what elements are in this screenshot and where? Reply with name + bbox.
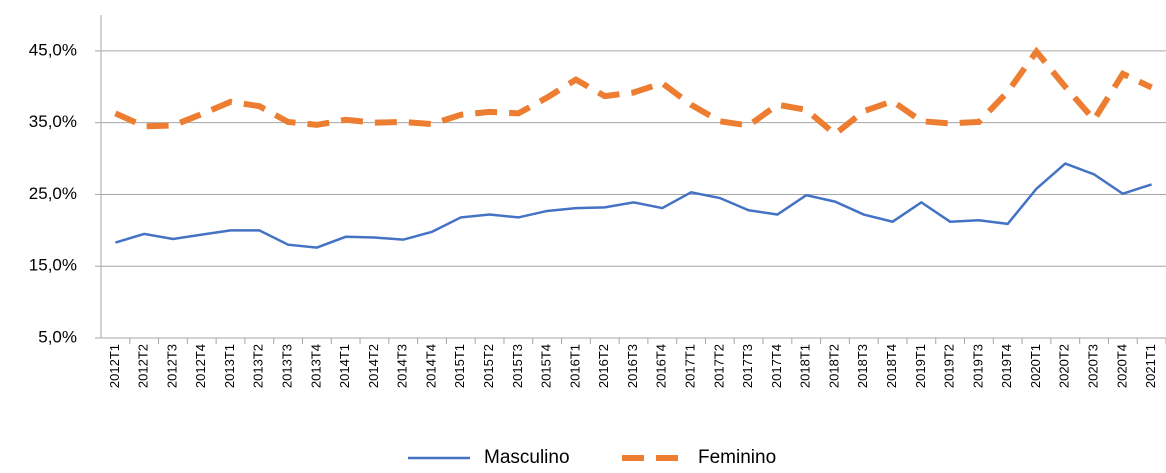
- y-tick-label: 25,0%: [29, 184, 77, 203]
- x-tick-label: 2014T4: [423, 344, 438, 388]
- y-tick-label: 45,0%: [29, 40, 77, 59]
- x-tick-label: 2018T2: [826, 344, 841, 388]
- x-tick-label: 2016T1: [567, 344, 582, 388]
- x-tick-label: 2018T1: [798, 344, 813, 388]
- x-tick-label: 2020T3: [1085, 344, 1100, 388]
- series-line: [114, 46, 1153, 139]
- x-tick-label: 2012T3: [164, 344, 179, 388]
- x-tick-label: 2017T4: [769, 344, 784, 388]
- legend-label: Feminino: [698, 447, 776, 468]
- x-tick-label: 2012T2: [136, 344, 151, 388]
- x-tick-label: 2012T4: [193, 344, 208, 388]
- x-tick-label: 2015T2: [481, 344, 496, 388]
- series-line: [115, 162, 1152, 249]
- x-tick-label: 2018T3: [855, 344, 870, 388]
- x-tick-label: 2013T1: [222, 344, 237, 388]
- y-tick-label: 35,0%: [29, 112, 77, 131]
- x-tick-label: 2018T4: [884, 344, 899, 388]
- x-tick-label: 2017T1: [683, 344, 698, 388]
- y-tick-label: 15,0%: [29, 256, 77, 275]
- legend-label: Masculino: [484, 447, 570, 468]
- y-tick-label: 5,0%: [38, 327, 77, 346]
- x-tick-label: 2020T2: [1057, 344, 1072, 388]
- x-tick-label: 2013T3: [280, 344, 295, 388]
- x-tick-label: 2019T3: [970, 344, 985, 388]
- x-tick-label: 2019T1: [913, 344, 928, 388]
- x-tick-label: 2017T2: [711, 344, 726, 388]
- x-tick-label: 2015T4: [539, 344, 554, 388]
- x-tick-label: 2020T4: [1114, 344, 1129, 388]
- x-tick-label: 2015T1: [452, 344, 467, 388]
- x-tick-label: 2015T3: [510, 344, 525, 388]
- x-tick-label: 2012T1: [107, 344, 122, 388]
- x-tick-label: 2019T4: [999, 344, 1014, 388]
- x-tick-label: 2014T2: [366, 344, 381, 388]
- x-tick-label: 2020T1: [1028, 344, 1043, 388]
- x-tick-label: 2017T3: [740, 344, 755, 388]
- x-tick-label: 2021T1: [1143, 344, 1158, 388]
- x-tick-label: 2014T1: [337, 344, 352, 388]
- x-tick-label: 2014T3: [395, 344, 410, 388]
- x-tick-label: 2013T4: [308, 344, 323, 388]
- x-tick-label: 2013T2: [251, 344, 266, 388]
- x-tick-label: 2016T4: [654, 344, 669, 388]
- x-tick-label: 2019T2: [942, 344, 957, 388]
- x-tick-label: 2016T3: [625, 344, 640, 388]
- x-tick-label: 2016T2: [596, 344, 611, 388]
